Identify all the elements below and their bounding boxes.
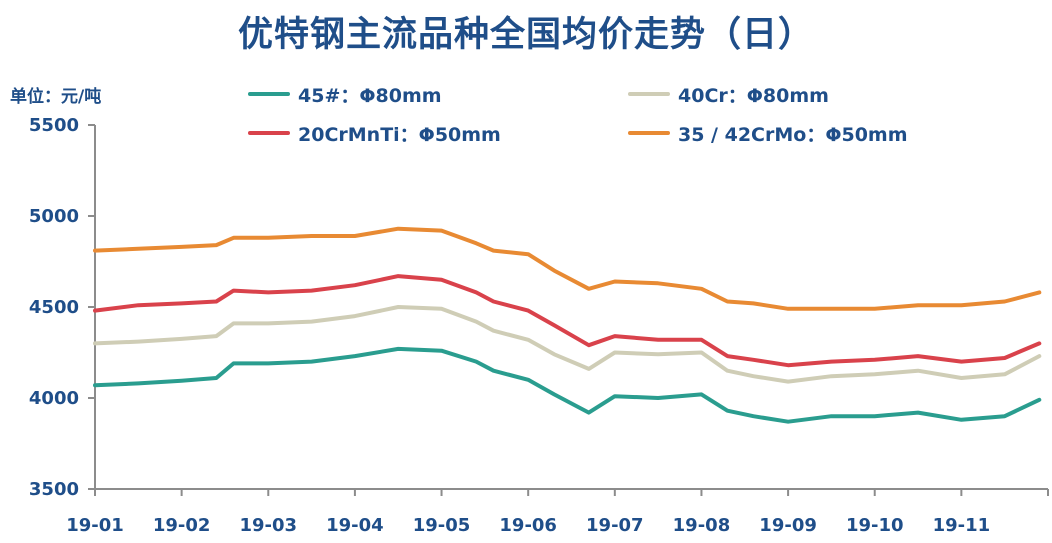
legend-label-20crmnti: 20CrMnTi：Φ50mm [298, 123, 501, 146]
series-line-1 [93, 305, 1042, 384]
x-tick-label: 19-08 [673, 515, 731, 536]
legend-label-42crmo: 35 / 42CrMo：Φ50mm [678, 123, 908, 146]
x-tick-label: 19-02 [153, 515, 211, 536]
legend-item-40cr: 40Cr：Φ80mm [628, 82, 829, 107]
legend-swatch-20crmnti [248, 131, 290, 135]
y-tick-label: 4500 [29, 297, 79, 318]
x-tick-label: 19-10 [846, 515, 904, 536]
legend-swatch-40cr [628, 92, 670, 96]
series-line-0 [93, 346, 1042, 424]
x-tick-label: 19-11 [933, 515, 991, 536]
legend-swatch-42crmo [628, 131, 670, 135]
legend-item-45: 45#：Φ80mm [248, 82, 442, 107]
legend-item-20crmnti: 20CrMnTi：Φ50mm [248, 121, 501, 146]
x-tick-label: 19-01 [66, 515, 124, 536]
legend-label-45: 45#：Φ80mm [298, 84, 442, 107]
x-tick-label: 19-05 [413, 515, 471, 536]
y-tick-label: 3500 [29, 479, 79, 500]
chart-title: 优特钢主流品种全国均价走势（日） [237, 15, 814, 55]
x-tick-label: 19-09 [759, 515, 817, 536]
series-line-3 [93, 226, 1042, 311]
legend-swatch-45 [248, 92, 290, 96]
y-tick-label: 5500 [29, 115, 79, 136]
y-tick-label: 5000 [29, 206, 79, 227]
x-tick-label: 19-07 [586, 515, 644, 536]
legend-item-42crmo: 35 / 42CrMo：Φ50mm [628, 121, 908, 146]
x-tick-label: 19-06 [499, 515, 557, 536]
legend-label-40cr: 40Cr：Φ80mm [678, 84, 829, 107]
x-tick-label: 19-04 [326, 515, 384, 536]
y-tick-label: 4000 [29, 388, 79, 409]
y-axis-unit-label: 单位：元/吨 [10, 87, 102, 107]
x-tick-label: 19-03 [239, 515, 297, 536]
series-line-2 [93, 274, 1042, 368]
